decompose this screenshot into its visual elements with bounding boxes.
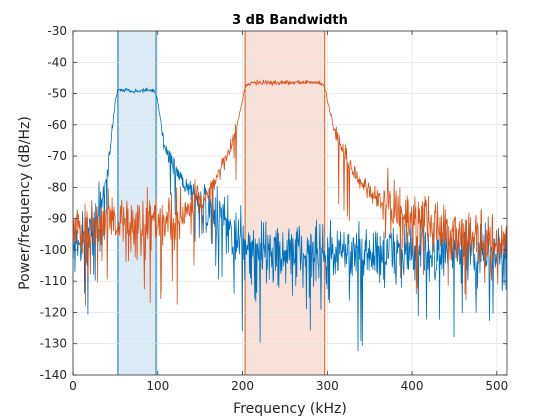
y-tick-label: -120	[40, 305, 67, 319]
y-tick-label: -100	[40, 243, 67, 257]
band-1-fill	[117, 31, 157, 375]
x-tick-label: 0	[69, 379, 77, 393]
band-2-fill	[245, 31, 325, 375]
y-tick-label: -50	[47, 87, 67, 101]
x-axis-ticks: 0 100 200 300 400 500	[69, 31, 508, 393]
series-1-line	[72, 87, 508, 352]
x-tick-label: 200	[231, 379, 254, 393]
series-2-line	[72, 79, 508, 307]
x-tick-label: 300	[316, 379, 339, 393]
y-tick-label: -130	[40, 337, 67, 351]
y-tick-label: -30	[47, 24, 67, 38]
y-tick-label: -60	[47, 118, 67, 132]
y-tick-label: -110	[40, 274, 67, 288]
plot-frame	[72, 30, 508, 376]
x-tick-label: 500	[485, 379, 508, 393]
x-tick-label: 400	[401, 379, 424, 393]
x-tick-label: 100	[146, 379, 169, 393]
series-lines	[72, 79, 508, 352]
x-axis-label: Frequency (kHz)	[233, 401, 347, 417]
y-tick-label: -70	[47, 149, 67, 163]
y-axis-label: Power/frequency (dB/Hz)	[17, 116, 33, 290]
chart-title: 3 dB Bandwidth	[232, 13, 348, 28]
y-tick-label: -140	[40, 368, 67, 382]
y-tick-label: -90	[47, 212, 67, 226]
y-tick-label: -40	[47, 55, 67, 69]
y-axis-ticks: -140 -130 -120 -110 -100 -90 -80 -70 -60 -50 -40 -3…	[40, 24, 507, 382]
y-tick-label: -80	[47, 180, 67, 194]
